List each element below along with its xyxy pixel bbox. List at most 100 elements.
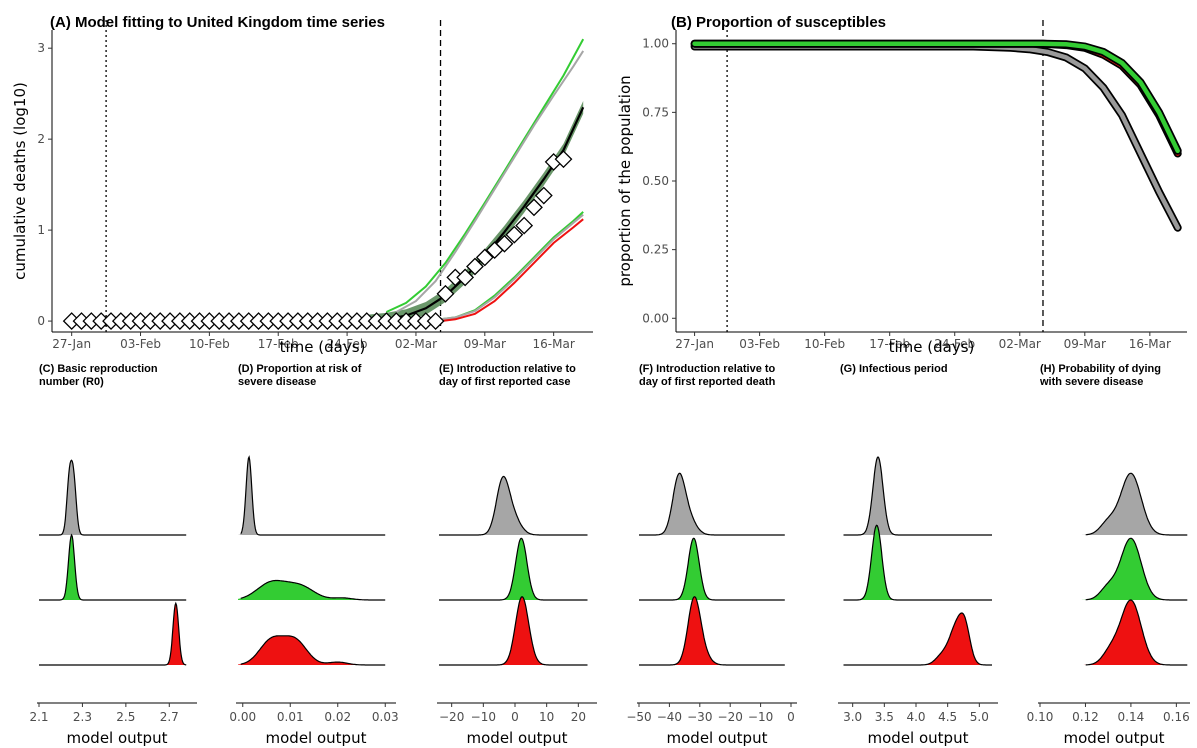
panel-f-density-red [639,596,791,665]
panel-b-x-axis-label: time (days) [889,338,975,356]
panel-a-observed-point [534,186,553,205]
panel-a-series-grey [440,213,584,321]
panel-a-x-tick-label: 02-Mar [395,337,437,351]
panel-h-density-grey [1040,473,1190,535]
panel-h-title: (H) Probability of dying [1040,363,1161,375]
panel-d-x-axis-label: model output [266,729,367,747]
panel-c-density-outline [39,533,187,601]
panel-b-x-tick-label: 27-Jan [675,337,714,351]
panel-b-y-tick-label: 0.75 [642,105,669,119]
panel-h-x-tick-label: 0.12 [1072,710,1099,724]
panel-g-x-tick-label: 3.5 [875,710,894,724]
panel-a-y-tick-label: 3 [37,41,45,55]
panel-e-x-axis-label: model output [467,729,568,747]
panel-a-y-tick-label: 0 [37,314,45,328]
panel-a-series-grey [395,50,585,313]
panel-g-density-red [840,613,992,665]
panel-b-x-tick-label: 09-Mar [1064,337,1106,351]
panel-a: (A) Model fitting to United Kingdom time… [11,14,593,356]
panel-c-density-grey [39,460,191,535]
panel-c-x-tick-label: 2.1 [29,710,48,724]
panel-d-density-green [238,580,390,600]
panel-g-x-tick-label: 4.0 [906,710,925,724]
panel-a-x-tick-label: 10-Feb [189,337,230,351]
panel-f-title: day of first reported death [639,376,776,388]
panel-f-x-tick-label: 0 [787,710,795,724]
panel-d-title: (D) Proportion at risk of [238,363,362,375]
panel-b-x-tick-label: 02-Mar [999,337,1041,351]
panel-c-x-tick-label: 2.5 [116,710,135,724]
panel-e-density-outline [439,475,588,536]
panel-a-x-tick-label: 17-Feb [258,337,299,351]
panel-c-density-outline [39,459,187,536]
panel-a-y-tick-label: 2 [37,132,45,146]
panel-e-title: (E) Introduction relative to [439,363,576,375]
panel-a-x-tick-label: 09-Mar [464,337,506,351]
panel-f-density-outline [639,537,785,601]
panel-a-x-tick-label: 16-Mar [533,337,575,351]
panel-b-series-green [692,41,1180,154]
panel-a-series-red [440,218,584,323]
panel-a-fit-ribbon [366,101,584,322]
panel-g-density-outline [843,524,992,601]
panel-f-x-tick-label: −50 [626,710,651,724]
panel-b-y-tick-label: 0.50 [642,174,669,188]
panel-f-title: (F) Introduction relative to [639,363,776,375]
panel-c-title: (C) Basic reproduction [39,363,158,375]
panel-a-x-tick-label: 24-Feb [327,337,368,351]
panel-e-density-outline [439,596,588,666]
panel-f-x-tick-label: −30 [687,710,712,724]
panel-b-x-tick-label: 24-Feb [934,337,975,351]
panel-a-observed-point [554,150,573,169]
panel-b-y-tick-label: 1.00 [642,37,669,51]
panel-c-x-tick-label: 2.3 [73,710,92,724]
panel-h-density-red [1040,600,1190,665]
panel-c-x-tick-label: 2.7 [160,710,179,724]
panel-c-density-green [39,535,191,600]
panel-h-density-outline [1085,599,1188,666]
panel-h-x-axis-label: model output [1064,729,1165,747]
panel-g-x-axis-label: model output [868,729,969,747]
panel-a-y-tick-label: 1 [37,223,45,237]
panel-f-density-outline [639,472,785,536]
panel-f-density-outline [639,596,785,666]
panel-e-x-tick-label: 20 [571,710,586,724]
panel-d-density-red [238,635,390,665]
panel-d-x-tick-label: 0.01 [277,710,304,724]
panel-e-density-outline [439,537,588,601]
panel-a-observed-point [475,248,494,267]
panel-c-title: number (R0) [39,376,104,388]
panel-c-density-outline [39,601,187,666]
panel-d-density-grey [238,457,390,535]
panel-a-observed-point [495,234,514,253]
panel-e-x-tick-label: −10 [471,710,496,724]
panel-a-observed-point [466,257,484,276]
panel-d-x-tick-label: 0.00 [229,710,256,724]
panel-a-observed-point [515,216,534,235]
panel-e-title: day of first reported case [439,376,570,388]
panel-f-x-tick-label: −10 [748,710,773,724]
panel-h-density-outline [1085,472,1188,536]
panel-a-title: (A) Model fitting to United Kingdom time… [50,14,385,31]
panel-e-density-grey [439,476,591,535]
panel-f-x-tick-label: −20 [718,710,743,724]
panel-b-x-tick-label: 16-Mar [1129,337,1171,351]
panel-f-density-green [639,538,791,600]
panel-a-series-green [385,38,585,313]
panel-a-observed-point [525,198,543,217]
panel-c-density-red [39,603,191,665]
panel-h-x-tick-label: 0.10 [1027,710,1054,724]
panel-h-title: with severe disease [1039,376,1143,388]
panel-g-density-outline [843,456,992,536]
panel-a-observed-point [436,284,455,303]
panel-f-x-tick-label: −40 [657,710,682,724]
panel-d-title: severe disease [238,376,316,388]
panel-g-density-outline [843,612,992,666]
panel-b-x-tick-label: 17-Feb [869,337,910,351]
